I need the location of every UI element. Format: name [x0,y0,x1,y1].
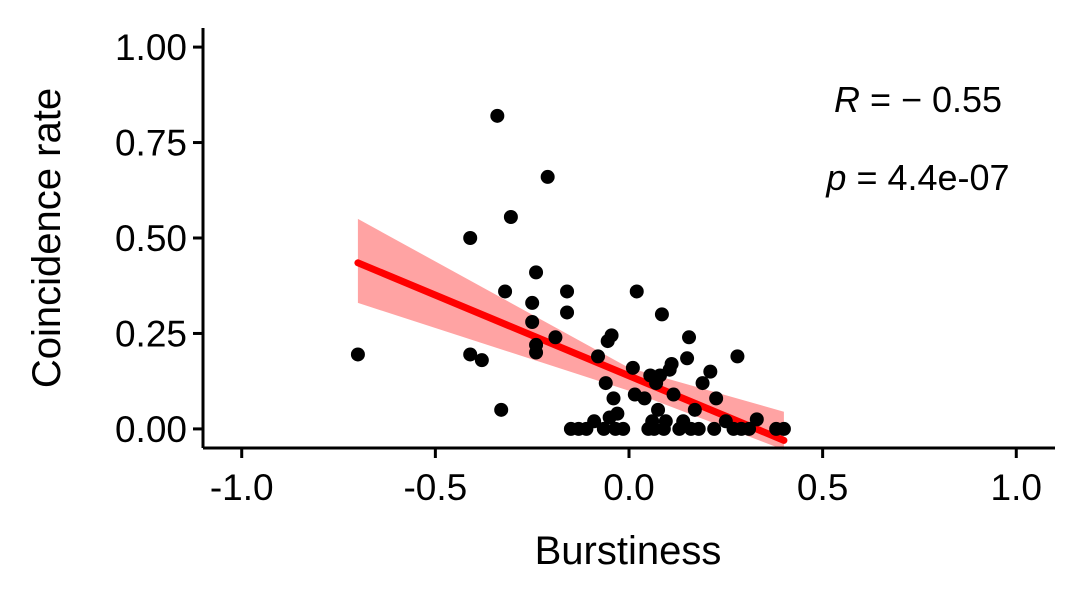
data-point [463,347,478,362]
y-ticks: 0.00 0.25 0.50 0.75 1.00 [115,27,203,450]
data-point [529,345,544,360]
data-point [490,108,505,123]
data-point [709,391,724,406]
x-tick-label: -0.5 [403,467,467,508]
regression-line [354,259,788,444]
x-ticks: -1.0 -0.5 0.0 0.5 1.0 [210,448,1042,508]
data-point [666,387,681,402]
y-tick-label: 0.00 [115,409,187,450]
correlation-annotation: R = − 0.55 [834,79,1002,120]
regression-line-layer [354,259,788,444]
y-axis-title: Coincidence rate [25,88,69,388]
data-point [596,421,611,436]
data-point [606,391,621,406]
r-value: = − 0.55 [860,79,1002,120]
data-point [625,360,640,375]
data-point [463,231,478,245]
data-point [749,412,764,427]
data-point [707,421,722,436]
p-symbol: p [825,157,846,198]
data-point [525,295,540,310]
p-value-annotation: p = 4.4e-07 [825,157,1009,198]
data-point [560,305,575,320]
data-point [503,210,518,224]
data-point [587,414,602,429]
data-point [560,284,575,299]
y-tick-label: 0.25 [115,313,187,354]
data-point [540,169,555,184]
data-point [350,347,365,362]
data-point [529,265,544,280]
data-point [610,406,625,421]
y-tick-label: 1.00 [115,27,187,68]
data-point [474,353,489,368]
data-point [525,315,540,329]
y-tick-label: 0.75 [115,123,187,164]
x-tick-label: -1.0 [210,467,274,508]
data-point [591,349,606,364]
data-point [680,351,695,366]
data-point [742,421,757,436]
x-tick-label: 1.0 [991,467,1042,508]
data-point [695,376,710,391]
data-point [498,284,513,299]
data-point [598,376,613,391]
data-point [637,391,652,406]
data-point [548,330,563,345]
data-point [682,330,697,345]
data-point [604,328,619,343]
data-point [664,357,679,371]
data-point [691,421,706,436]
r-symbol: R [834,79,860,120]
p-value: = 4.4e-07 [846,157,1009,198]
x-axis-title: Burstiness [535,529,722,573]
data-point [616,421,631,436]
data-point [651,402,666,417]
data-point [687,402,702,417]
data-point [654,307,669,322]
data-point [776,421,791,436]
data-point [730,349,745,364]
scatter-points-layer [350,108,791,436]
data-point [647,421,662,436]
data-point [703,364,718,379]
data-point [629,284,644,299]
data-point [658,414,673,429]
data-point [494,402,509,417]
y-tick-label: 0.50 [115,218,187,259]
x-tick-label: 0.0 [603,467,654,508]
x-tick-label: 0.5 [797,467,848,508]
